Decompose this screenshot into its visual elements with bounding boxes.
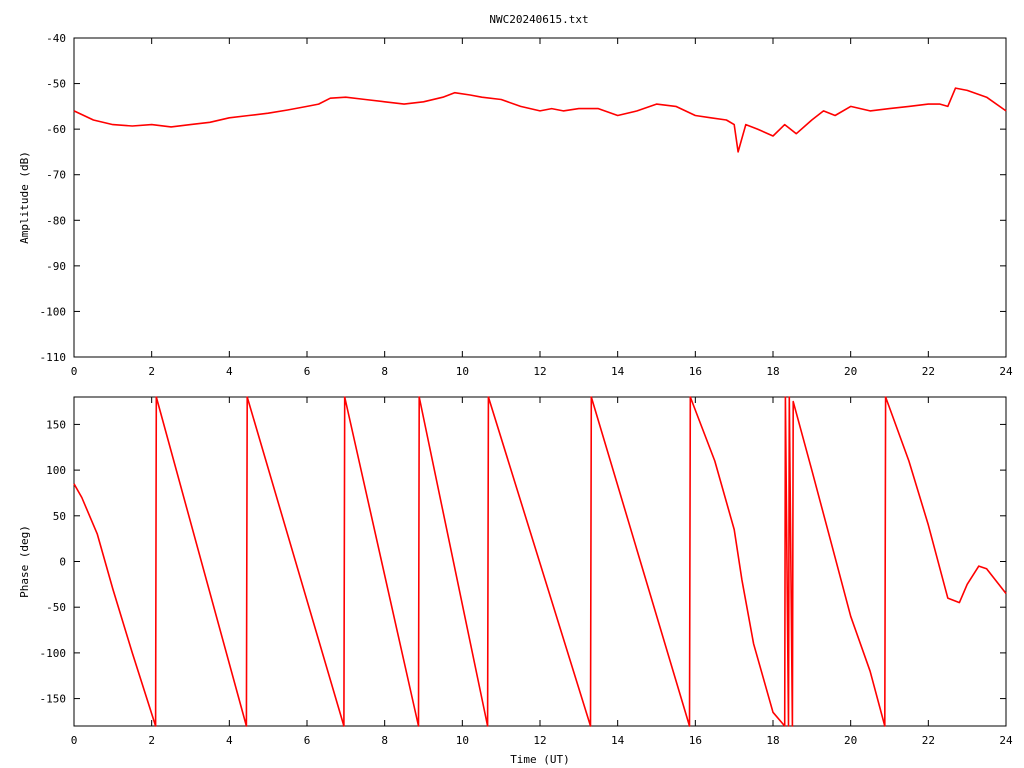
phase-y-axis-label: Phase (deg)	[18, 525, 31, 598]
amplitude-y-tick-label: -50	[46, 78, 66, 91]
phase-x-tick-label: 8	[381, 734, 388, 747]
amplitude-x-tick-label: 16	[689, 365, 702, 378]
phase-x-tick-label: 16	[689, 734, 702, 747]
amplitude-x-tick-label: 12	[533, 365, 546, 378]
amplitude-y-tick-label: -70	[46, 169, 66, 182]
phase-x-tick-label: 14	[611, 734, 625, 747]
phase-x-tick-label: 22	[922, 734, 935, 747]
phase-x-tick-label: 12	[533, 734, 546, 747]
amplitude-y-tick-label: -110	[40, 351, 67, 364]
amplitude-x-tick-label: 10	[456, 365, 469, 378]
amplitude-x-tick-label: 6	[304, 365, 311, 378]
amplitude-plot-frame	[73, 37, 1007, 358]
amplitude-x-tick-label: 22	[922, 365, 935, 378]
amplitude-y-axis-label: Amplitude (dB)	[18, 151, 31, 244]
phase-y-tick-label: -150	[40, 693, 67, 706]
amplitude-x-tick-label: 2	[148, 365, 155, 378]
amplitude-x-tick-label: 14	[611, 365, 625, 378]
amplitude-x-tick-label: 18	[766, 365, 779, 378]
phase-y-tick-label: -50	[46, 601, 66, 614]
amplitude-y-tick-label: -100	[40, 305, 67, 318]
phase-x-tick-label: 20	[844, 734, 857, 747]
amplitude-y-tick-label: -80	[46, 214, 66, 227]
amplitude-series-line	[73, 87, 1007, 153]
amplitude-x-tick-label: 4	[226, 365, 233, 378]
phase-x-tick-label: 2	[148, 734, 155, 747]
phase-series-line	[73, 396, 1007, 727]
amplitude-x-tick-label: 0	[71, 365, 78, 378]
phase-y-tick-label: 50	[53, 510, 66, 523]
amplitude-panel: 0 2 4 6 8 10 12 14 16 18 20 22 24-40-50-60-70-80-90-…	[18, 32, 1013, 378]
phase-x-tick-label: 4	[226, 734, 233, 747]
phase-y-tick-label: -100	[40, 647, 67, 660]
amplitude-y-tick-label: -60	[46, 123, 66, 136]
amplitude-x-tick-label: 24	[999, 365, 1013, 378]
phase-y-tick-label: 0	[59, 556, 66, 569]
phase-x-tick-label: 6	[304, 734, 311, 747]
phase-x-axis-label: Time (UT)	[510, 753, 570, 766]
phase-x-tick-label: 18	[766, 734, 779, 747]
amplitude-y-tick-label: -90	[46, 260, 66, 273]
phase-x-tick-label: 0	[71, 734, 78, 747]
amplitude-x-tick-label: 8	[381, 365, 388, 378]
chart-title: NWC20240615.txt	[489, 13, 588, 26]
phase-x-tick-label: 10	[456, 734, 469, 747]
phase-x-tick-label: 24	[999, 734, 1013, 747]
phase-y-tick-label: 150	[46, 418, 66, 431]
phase-panel: 0 2 4 6 8 10 12 14 16 18 20 22 24150100500-50-100-15…	[18, 396, 1013, 766]
amplitude-x-tick-label: 20	[844, 365, 857, 378]
phase-y-tick-label: 100	[46, 464, 66, 477]
amplitude-y-tick-label: -40	[46, 32, 66, 45]
